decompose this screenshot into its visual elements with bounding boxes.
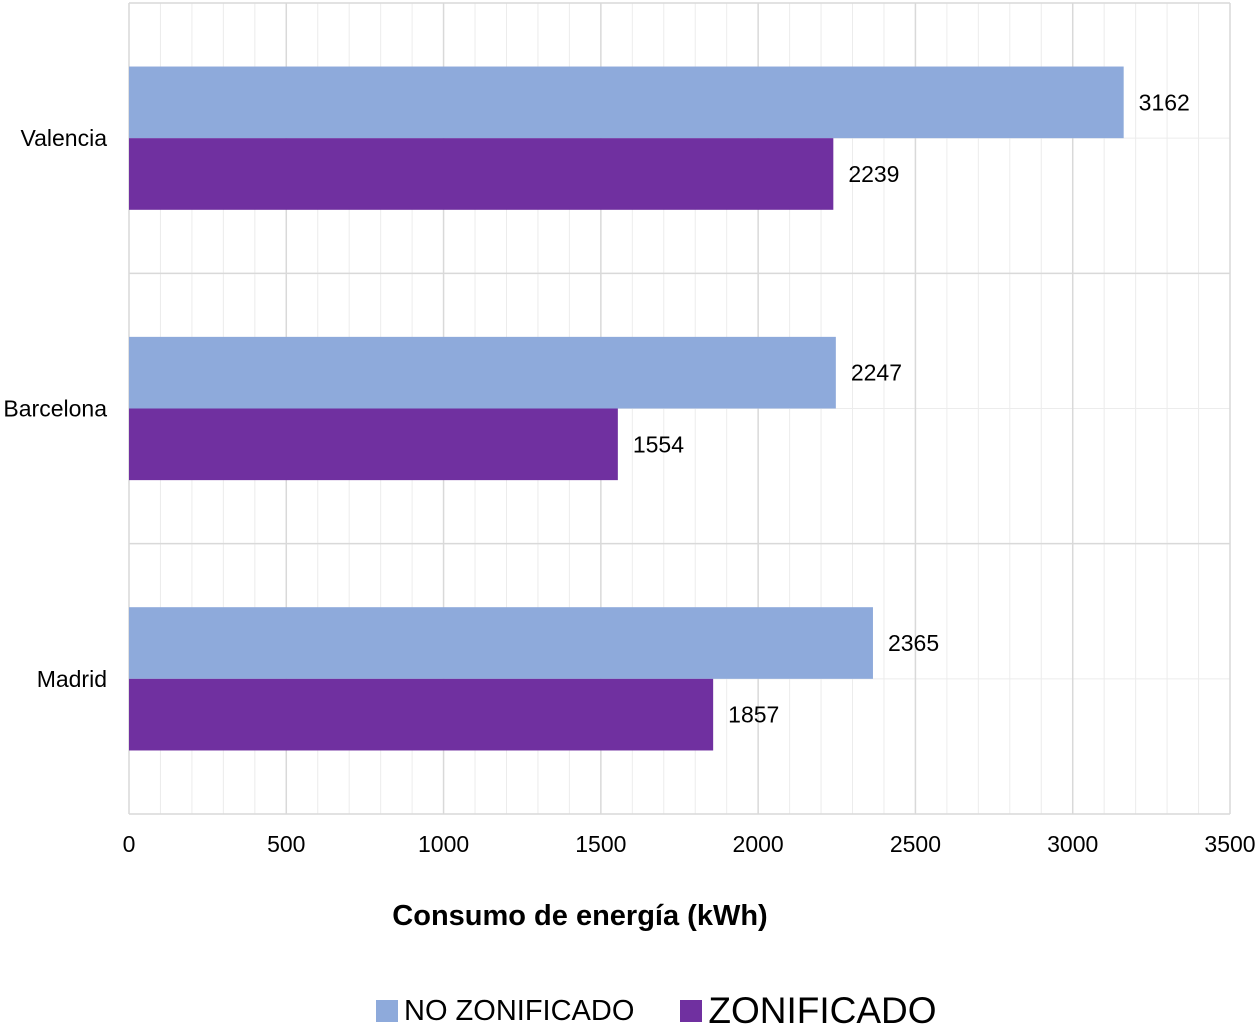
data-label: 2247: [851, 360, 902, 386]
x-tick-label: 0: [123, 831, 136, 857]
data-labels: 3162 2239 2247 1554 2365 1857: [633, 89, 1190, 727]
x-tick-label: 2500: [890, 831, 941, 857]
x-tick-label: 500: [267, 831, 305, 857]
legend-swatch-zonificado: [680, 1000, 703, 1022]
data-label: 3162: [1139, 89, 1190, 115]
bars: [129, 66, 1124, 751]
legend-item-zonificado: ZONIFICADO: [680, 990, 937, 1032]
category-axis-labels: Valencia Barcelona Madrid: [3, 125, 107, 692]
bar-zonificado-barcelona: [129, 408, 618, 481]
bar-no-zonificado-valencia: [129, 66, 1124, 139]
category-label: Madrid: [37, 666, 107, 692]
legend: NO ZONIFICADO ZONIFICADO: [376, 990, 983, 1032]
legend-label-zonificado: ZONIFICADO: [708, 990, 937, 1031]
bar-chart: 3162 2239 2247 1554 2365 1857 Valencia Barcelo…: [3, 2, 1256, 857]
data-label: 2365: [888, 630, 939, 656]
x-axis-title: Consumo de energía (kWh): [392, 900, 768, 932]
bar-no-zonificado-barcelona: [129, 336, 836, 409]
x-tick-label: 1500: [575, 831, 626, 857]
legend-item-no-zonificado: NO ZONIFICADO: [376, 995, 634, 1028]
x-tick-label: 1000: [418, 831, 469, 857]
data-label: 2239: [848, 161, 899, 187]
legend-swatch-no-zonificado: [376, 1000, 398, 1022]
x-tick-label: 2000: [733, 831, 784, 857]
bar-no-zonificado-madrid: [129, 607, 873, 679]
x-tick-label: 3500: [1204, 831, 1255, 857]
category-label: Barcelona: [3, 396, 107, 422]
category-label: Valencia: [20, 125, 107, 151]
value-axis-tick-labels: 0 500 1000 1500 2000 2500 3000 3500: [123, 831, 1256, 857]
data-label: 1857: [728, 702, 779, 728]
x-tick-label: 3000: [1047, 831, 1098, 857]
legend-label-no-zonificado: NO ZONIFICADO: [404, 994, 635, 1027]
bar-zonificado-madrid: [129, 678, 714, 751]
data-label: 1554: [633, 431, 684, 457]
bar-zonificado-valencia: [129, 138, 834, 210]
